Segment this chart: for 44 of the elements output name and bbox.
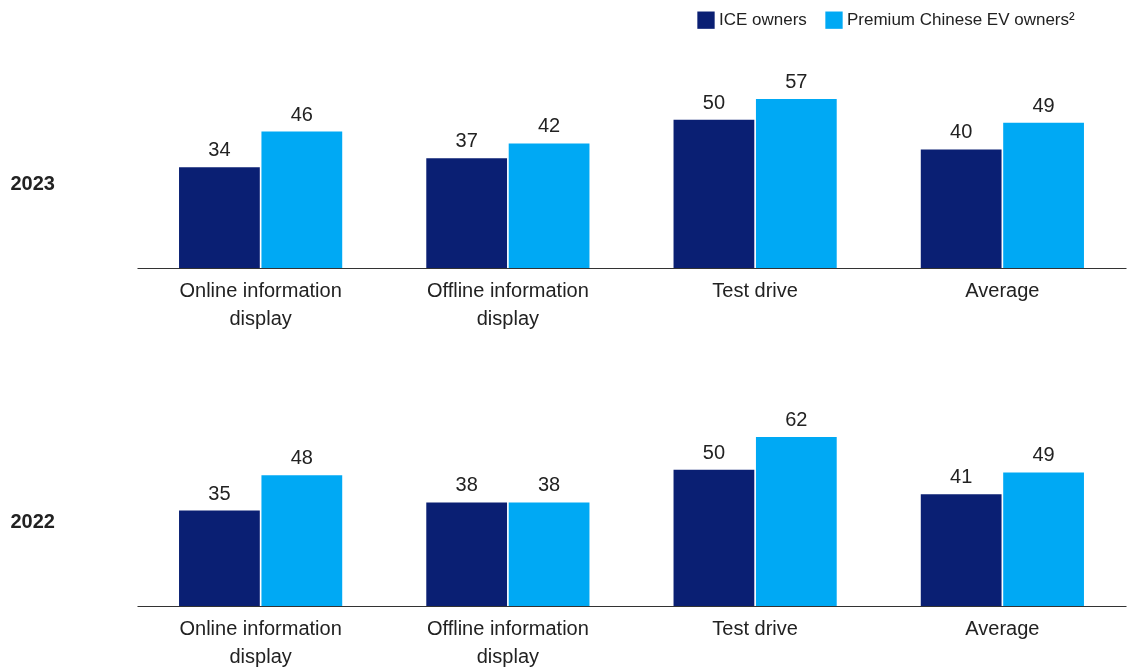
x-tick-label: Offline information display	[426, 616, 589, 667]
bar	[1003, 122, 1084, 268]
bar	[755, 437, 837, 606]
bar	[673, 119, 755, 268]
bar	[1003, 472, 1084, 606]
data-label: 48	[290, 446, 313, 469]
data-label: 41	[950, 465, 973, 488]
data-label: 49	[1032, 93, 1055, 116]
text: 2023	[10, 172, 55, 194]
data-label: 40	[950, 120, 973, 143]
legend-label: ICE owners	[719, 10, 807, 30]
bar	[920, 149, 1002, 268]
data-label: 49	[1032, 443, 1055, 466]
data-label: 38	[537, 473, 561, 496]
bar	[920, 494, 1002, 606]
x-tick-label: Average	[965, 278, 1040, 301]
bar	[508, 143, 590, 268]
data-label: 50	[702, 90, 726, 113]
bar	[508, 502, 590, 606]
data-label: 38	[455, 473, 478, 496]
bar	[673, 469, 755, 606]
x-tick-label: Online information display	[179, 278, 342, 329]
data-label: 62	[785, 408, 808, 430]
bar	[261, 131, 343, 268]
x-tick-label: Offline information display	[426, 278, 589, 329]
data-label: 46	[290, 102, 313, 125]
bar	[426, 502, 508, 606]
x-tick-label: Test drive	[712, 278, 798, 301]
bar	[261, 475, 343, 606]
bar	[755, 99, 837, 268]
data-label: 42	[537, 114, 561, 137]
data-label: 37	[455, 129, 478, 152]
bar	[179, 167, 260, 268]
bar	[426, 158, 508, 268]
data-label: 50	[702, 440, 726, 463]
x-tick-label: Test drive	[712, 616, 798, 639]
bar	[179, 510, 260, 606]
x-tick-label: Online information display	[179, 616, 342, 667]
legend-label: Premium Chinese EV owners²	[847, 10, 1076, 30]
data-label: 57	[785, 70, 808, 92]
data-label: 35	[208, 481, 231, 504]
x-tick-label: Average	[965, 616, 1040, 639]
text: 2022	[10, 510, 55, 532]
data-label: 34	[208, 138, 231, 161]
